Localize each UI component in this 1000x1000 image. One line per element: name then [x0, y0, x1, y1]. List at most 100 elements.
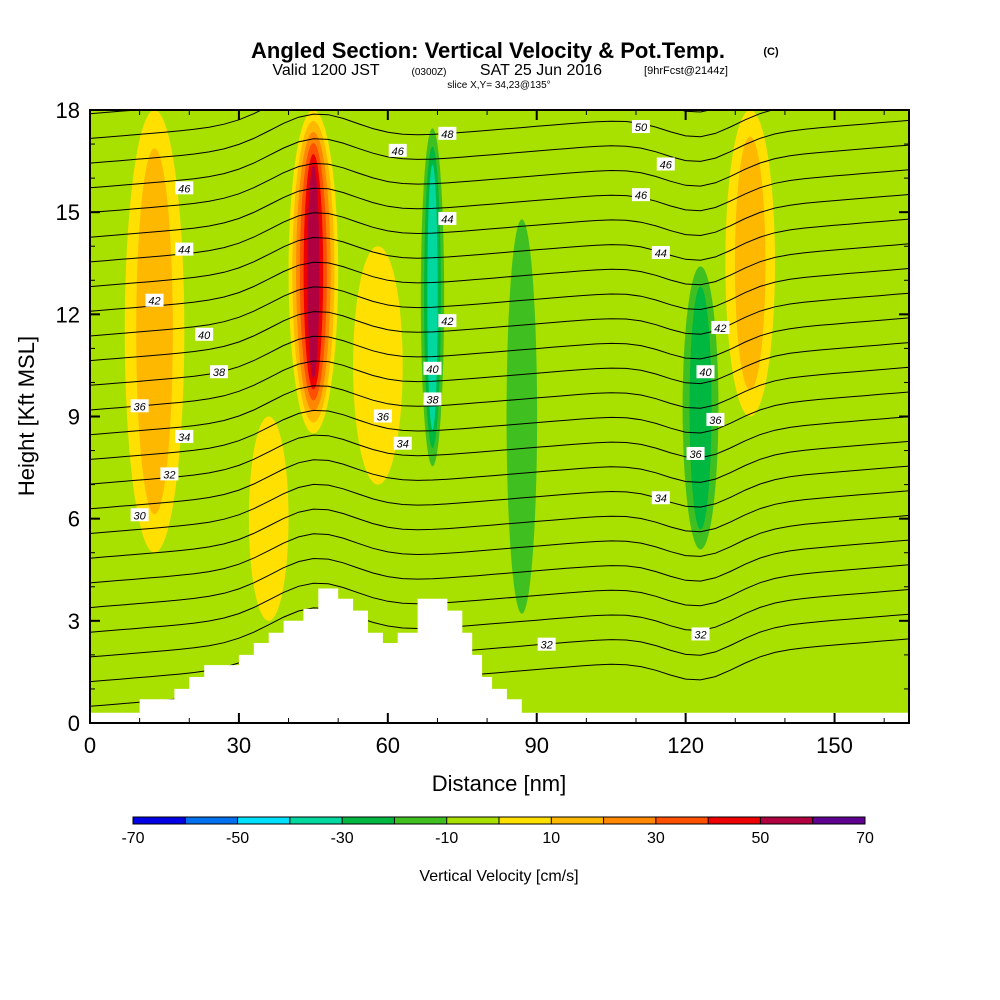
colorbar-segment [655, 817, 709, 824]
isentrope-label: 30 [130, 508, 149, 522]
y-tick-label: 15 [56, 200, 80, 225]
isentrope-40-2 [90, 110, 775, 164]
isentrope-label-text: 40 [426, 364, 439, 376]
terrain [90, 588, 909, 723]
isentrope-label: 32 [691, 627, 710, 641]
isentrope-label-box [175, 429, 194, 443]
isentrope-label-text: 42 [714, 323, 726, 335]
isentrope-32-0 [90, 539, 909, 609]
isentrope-label-box [706, 412, 725, 426]
colorbar-segment [394, 817, 448, 824]
isentrope-36-3 [90, 268, 909, 337]
isentrope-label: 44 [651, 246, 670, 260]
updraft-band-2-level-2 [734, 136, 766, 390]
colorbar-segment [185, 817, 239, 824]
colorbar-segment [289, 817, 343, 824]
isentrope-label: 42 [438, 314, 457, 328]
isentrope-label: 46 [175, 181, 194, 195]
subtitle-valid: Valid 1200 JST [272, 62, 380, 79]
subtitle-date: SAT 25 Jun 2016 [480, 62, 602, 79]
subtitle-fcst: [9hrFcst@2144z] [644, 65, 728, 77]
isentrope-label-text: 36 [689, 449, 702, 461]
downdraft-band-0-level-4 [427, 164, 438, 430]
colorbar: -70 -50 -30 -10 10 30 50 70 [121, 816, 874, 847]
plot-area: 50 48 46 46 46 46 44 44 44 42 42 42 40 40 40 38 38 36 36 36… [90, 110, 909, 723]
isentrope-label-box [388, 143, 407, 157]
isentrope-label-box [686, 446, 705, 460]
isentrope-label: 48 [438, 126, 457, 141]
isentrope-label-box [130, 399, 149, 413]
colorbar-label: 10 [542, 830, 560, 847]
isentrope-label-box [711, 320, 730, 334]
isentrope-label-box [423, 361, 442, 375]
isentrope-label-text: 46 [635, 190, 648, 202]
updraft-band-1-level-2 [136, 148, 173, 515]
colorbar-label: -10 [435, 830, 458, 847]
isentrope-38-3 [90, 169, 909, 238]
y-tick-label: 12 [56, 302, 80, 327]
isentrope-label: 40 [696, 365, 715, 379]
isentrope-36-2 [90, 292, 909, 362]
colorbar-segment [446, 817, 500, 824]
isentrope-label-box [631, 120, 650, 134]
isentrope-labels: 50 48 46 46 46 46 44 44 44 42 42 42 40 40 40 38 38 36 36 36… [130, 120, 730, 652]
isentrope-label-text: 40 [699, 367, 712, 379]
isentrope-label-box [145, 293, 164, 307]
isentrope-label: 42 [145, 293, 164, 308]
isentrope-label-box [210, 365, 229, 379]
colorbar-segment [708, 817, 761, 824]
isentrope-label-box [537, 637, 556, 651]
isentrope-label-text: 48 [441, 129, 454, 141]
isentrope-30-3 [90, 564, 909, 633]
isentrope-label: 36 [706, 412, 725, 427]
isentrope-label-box [160, 467, 179, 481]
isentrope-label-text: 36 [377, 412, 390, 424]
updraft-band-0-level-6 [307, 165, 320, 379]
isentrope-36-0 [90, 342, 909, 411]
y-tick-label: 18 [56, 98, 80, 123]
isentrope-label-text: 32 [694, 629, 706, 641]
y-axis-label: Height [Kft MSL] [14, 336, 39, 496]
isentrope-label-text: 50 [635, 122, 648, 134]
downdraft-band-1-level-2 [506, 219, 538, 614]
colorbar-segment [603, 817, 657, 824]
y-tick-label: 0 [68, 711, 80, 736]
isentrope-label-text: 34 [178, 432, 190, 444]
isentrope-label-text: 40 [198, 330, 211, 342]
isentrope-38-1 [90, 218, 909, 288]
isentrope-label-text: 34 [655, 493, 667, 505]
isentrope-label: 50 [631, 120, 650, 134]
isentrope-34-2 [90, 391, 909, 460]
isentrope-label-box [438, 211, 457, 225]
subtitle-zulu: (0300Z) [411, 67, 446, 78]
colorbar-label: 70 [856, 830, 874, 847]
isentrope-label: 46 [631, 188, 650, 202]
isentrope-34-3 [90, 366, 909, 436]
isentrope-label-text: 44 [441, 214, 453, 226]
isentrope-label-box [651, 246, 670, 260]
colorbar-label: -50 [226, 830, 249, 847]
isentrope-label: 44 [175, 242, 194, 257]
isentrope-label: 34 [651, 491, 670, 505]
isentrope-label-text: 38 [426, 394, 439, 406]
isentrope-label: 32 [537, 637, 556, 652]
isentrope-label: 38 [210, 365, 229, 379]
isentrope-label: 40 [423, 361, 442, 376]
colorbar-segment [342, 817, 395, 824]
isentrope-32-3 [90, 465, 909, 534]
isentrope-label-box [696, 365, 715, 379]
isentrope-label-text: 46 [178, 183, 191, 195]
title-mark: (C) [763, 46, 779, 58]
isentrope-label-text: 36 [709, 415, 722, 427]
isentrope-label: 46 [656, 157, 675, 171]
colorbar-segment [812, 817, 866, 824]
isentrope-label-box [631, 188, 650, 202]
x-tick-label: 120 [667, 733, 704, 758]
isentrope-label-text: 42 [441, 316, 453, 328]
isentrope-label: 44 [438, 211, 457, 226]
isentrope-30-2 [90, 589, 909, 658]
isentrope-label: 34 [393, 436, 412, 451]
colorbar-segment [237, 817, 291, 824]
